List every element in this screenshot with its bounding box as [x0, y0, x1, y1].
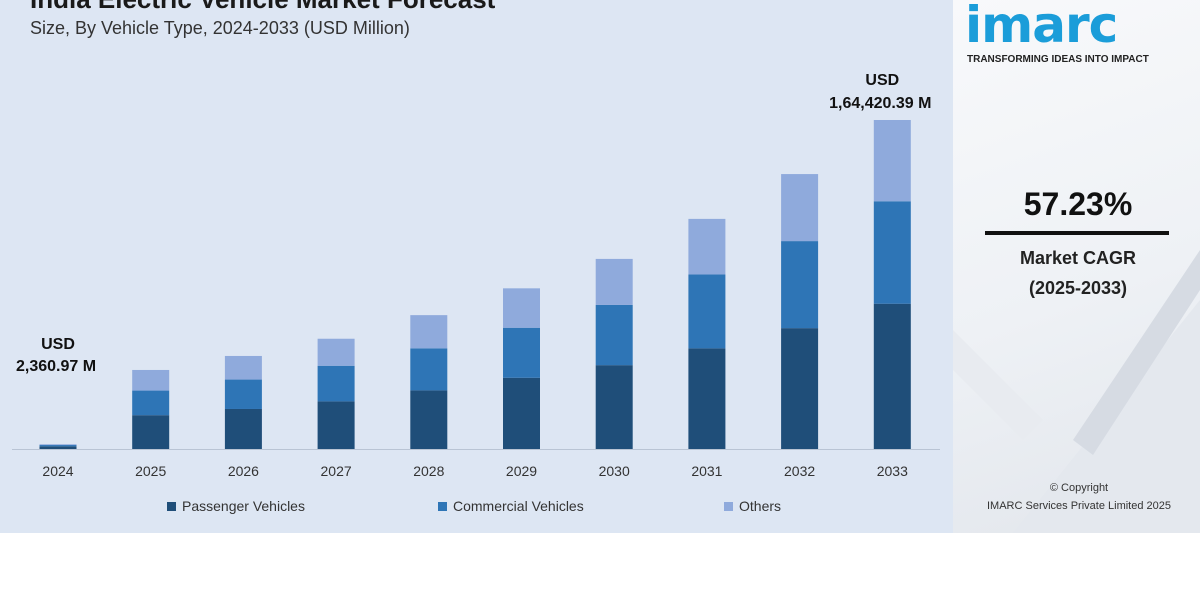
background-decoration	[953, 250, 1200, 533]
end-total-value-label: 1,64,420.39 M	[829, 95, 931, 112]
bar-segment-2033-commercial-vehicles	[873, 201, 911, 304]
x-tick-label-2028: 2028	[413, 463, 444, 479]
bar-segment-2031-passenger-vehicles	[688, 348, 726, 449]
bar-segment-2025-others	[132, 369, 170, 391]
x-tick-label-2030: 2030	[599, 463, 630, 479]
x-tick-label-2033: 2033	[877, 463, 908, 479]
legend-item-passenger: Passenger Vehicles	[167, 498, 305, 514]
x-tick-label-2025: 2025	[135, 463, 166, 479]
bar-segment-2028-commercial-vehicles	[410, 348, 448, 391]
chart-title: India Electric Vehicle Market Forecast	[30, 0, 495, 15]
bar-segment-2029-others	[503, 288, 540, 328]
bar-segment-2028-others	[410, 315, 448, 349]
bar-segment-2030-passenger-vehicles	[595, 365, 633, 449]
legend-item-commercial: Commercial Vehicles	[438, 498, 584, 514]
x-tick-label-2029: 2029	[506, 463, 537, 479]
x-tick-label-2031: 2031	[691, 463, 722, 479]
legend-label-passenger: Passenger Vehicles	[182, 498, 305, 514]
bar-segment-2029-commercial-vehicles	[503, 327, 540, 378]
bar-segment-2028-passenger-vehicles	[410, 390, 448, 449]
bar-segment-2026-others	[224, 355, 262, 380]
bar-segment-2030-others	[595, 258, 633, 305]
bar-segment-2027-commercial-vehicles	[317, 365, 355, 402]
chart-panel: India Electric Vehicle Market Forecast S…	[0, 0, 953, 533]
bar-segment-2026-commercial-vehicles	[224, 379, 262, 409]
cagr-label: Market CAGR	[1019, 248, 1137, 268]
bar-segment-2024-passenger-vehicles	[39, 446, 77, 449]
bar-segment-2031-commercial-vehicles	[688, 274, 726, 349]
legend-swatch-commercial	[438, 501, 447, 511]
cagr-period: (2025-2033)	[1028, 278, 1128, 298]
copyright-line-2: IMARC Services Private Limited 2025	[986, 500, 1171, 512]
bar-segment-2033-others	[873, 120, 911, 202]
legend-swatch-passenger	[167, 501, 176, 511]
bar-segment-2031-others	[688, 218, 726, 275]
side-panel: imarc TRANSFORMING IDEAS INTO IMPACT 57.…	[953, 0, 1200, 533]
cagr-divider	[985, 231, 1169, 235]
bar-segment-2033-passenger-vehicles	[873, 303, 911, 449]
bar-segment-2025-passenger-vehicles	[132, 415, 170, 449]
x-tick-label-2026: 2026	[228, 463, 259, 479]
bar-segment-2027-others	[317, 338, 355, 366]
end-total-currency-label: USD	[865, 72, 899, 89]
bar-segment-2029-passenger-vehicles	[503, 377, 540, 449]
bar-segment-2030-commercial-vehicles	[595, 304, 633, 366]
bar-segment-2024-commercial-vehicles	[39, 445, 77, 447]
copyright-line-1: © Copyright	[1049, 482, 1109, 494]
bar-segment-2024-others	[39, 444, 77, 446]
bar-segment-2032-commercial-vehicles	[781, 241, 819, 329]
bar-segment-2027-passenger-vehicles	[317, 401, 355, 449]
chart-subtitle: Size, By Vehicle Type, 2024-2033 (USD Mi…	[30, 18, 410, 38]
start-total-currency-label: USD	[41, 336, 75, 353]
bar-segment-2032-others	[781, 174, 819, 242]
bar-segment-2026-passenger-vehicles	[224, 408, 262, 449]
x-tick-label-2024: 2024	[42, 463, 73, 479]
imarc-logo: imarc	[965, 0, 1118, 54]
brand-tagline: TRANSFORMING IDEAS INTO IMPACT	[967, 54, 1149, 65]
bar-segment-2025-commercial-vehicles	[132, 390, 170, 416]
legend-label-others: Others	[739, 498, 782, 514]
chart-legend: Passenger Vehicles Commercial Vehicles O…	[0, 498, 953, 518]
legend-swatch-others	[724, 501, 733, 511]
bar-segment-2032-passenger-vehicles	[781, 328, 819, 449]
start-total-value-label: 2,360.97 M	[16, 358, 96, 375]
legend-label-commercial: Commercial Vehicles	[453, 498, 584, 514]
stacked-bar-chart: 2024 2025 2026 2027 2028 2029 2030 2031 2032 2033…	[12, 72, 940, 479]
x-tick-label-2027: 2027	[321, 463, 352, 479]
legend-item-others: Others	[724, 498, 781, 514]
x-tick-label-2032: 2032	[784, 463, 815, 479]
cagr-value: 57.23%	[1023, 186, 1133, 222]
